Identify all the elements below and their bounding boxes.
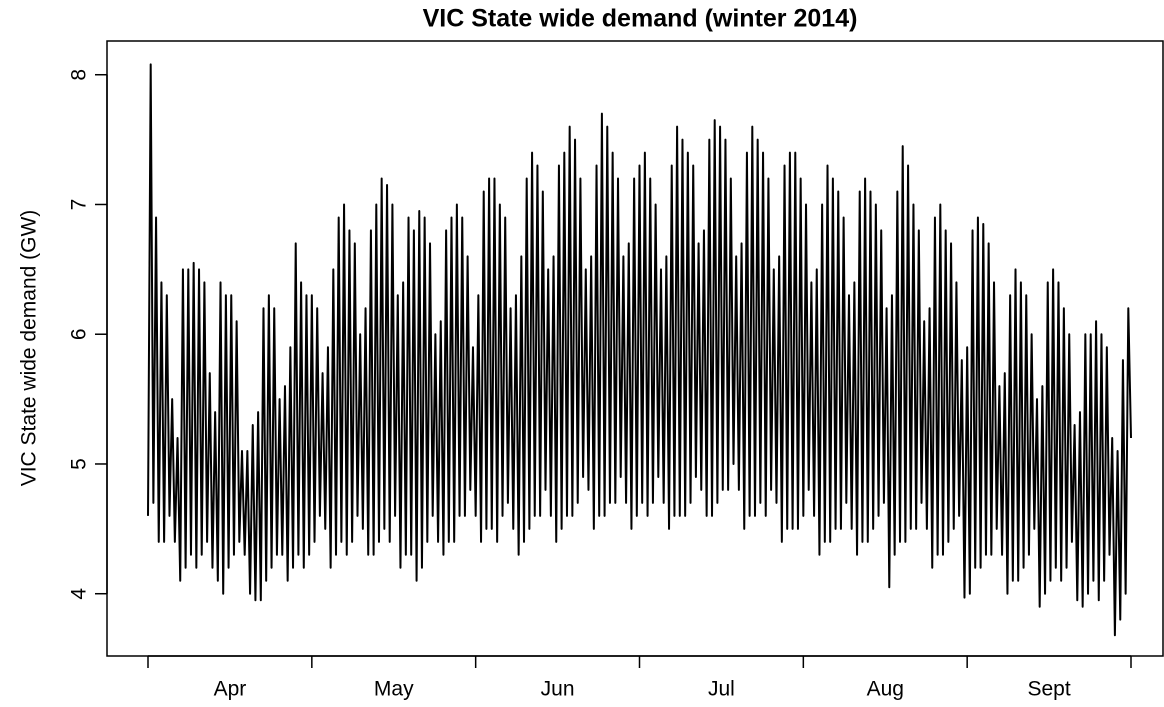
y-tick-label: 7 [68,199,91,211]
chart-title: VIC State wide demand (winter 2014) [423,5,858,33]
y-axis-label: VIC State wide demand (GW) [18,210,41,487]
y-tick-label: 8 [68,69,91,81]
x-tick-label: Jun [541,678,575,701]
y-tick-label: 5 [68,458,91,470]
x-tick-label: Jul [708,678,735,701]
x-tick-label: Sept [1027,678,1070,701]
demand-line [147,63,1132,637]
x-tick-label: Apr [214,678,247,701]
y-tick-label: 4 [68,588,91,600]
y-tick-label: 6 [68,328,91,340]
x-tick-label: Aug [867,678,904,701]
x-tick-label: May [374,678,414,701]
